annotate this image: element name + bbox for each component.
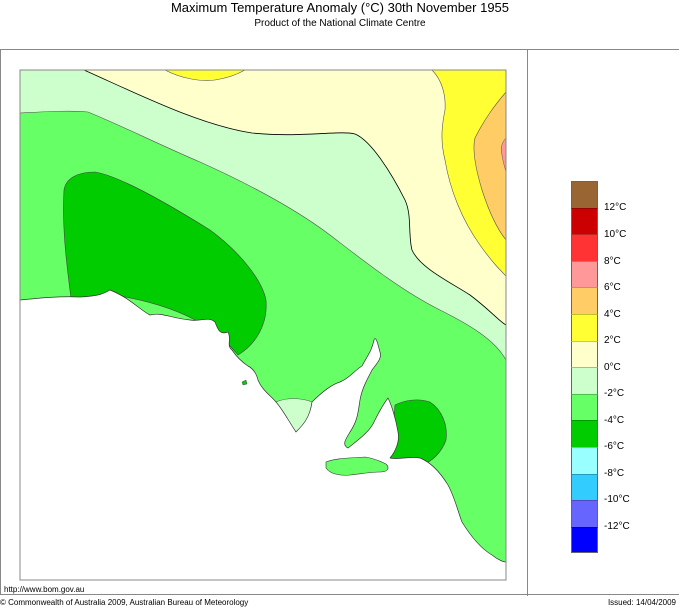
bom-url-link[interactable]: http://www.bom.gov.au	[4, 585, 85, 594]
legend-label: 4°C	[604, 309, 621, 320]
copyright-text: © Commonwealth of Australia 2009, Austra…	[0, 598, 249, 607]
zone-0-2	[83, 70, 506, 326]
legend-label: 8°C	[604, 256, 621, 267]
kangaroo-island	[325, 456, 389, 476]
legend-swatch	[571, 367, 598, 394]
legend-label: 6°C	[604, 282, 621, 293]
zone-6-8	[500, 137, 506, 173]
issued-date: Issued: 14/04/2009	[607, 598, 676, 607]
legend-swatch	[571, 473, 598, 501]
legend-swatch	[571, 181, 598, 208]
legend-swatch	[571, 420, 598, 447]
map-frame	[0, 49, 679, 595]
legend-swatch	[571, 313, 598, 341]
legend-colorbar	[571, 181, 598, 554]
legend-label: 0°C	[604, 362, 621, 373]
legend-label: -4°C	[604, 415, 625, 426]
legend-swatch	[571, 234, 598, 261]
map-subtitle: Product of the National Climate Centre	[254, 18, 426, 29]
legend-label: 2°C	[604, 335, 621, 346]
small-island	[241, 379, 248, 386]
legend-swatch	[571, 500, 598, 527]
zone-minus6-minus4-east	[389, 399, 447, 471]
legend-swatch	[571, 207, 598, 235]
legend-label: -6°C	[604, 441, 625, 452]
legend-label: -10°C	[604, 494, 630, 505]
legend-swatch	[571, 446, 598, 474]
legend-swatch	[571, 526, 598, 554]
legend-label: -8°C	[604, 468, 625, 479]
zone-2-4-north	[164, 70, 246, 81]
legend-label: 10°C	[604, 229, 627, 240]
legend-label: -12°C	[604, 521, 630, 532]
map-title: Maximum Temperature Anomaly (°C) 30th No…	[170, 0, 510, 15]
legend-swatch	[571, 260, 598, 288]
legend-swatch	[571, 393, 598, 421]
frame-divider	[527, 49, 528, 596]
zone-4-6	[473, 91, 506, 241]
legend-label: 12°C	[604, 202, 627, 213]
legend-swatch	[571, 340, 598, 368]
ocean	[20, 289, 506, 580]
legend-swatch	[571, 287, 598, 314]
zone-minus6-minus4-west	[63, 171, 267, 356]
map-border	[19, 69, 507, 581]
legend-label: -2°C	[604, 388, 625, 399]
